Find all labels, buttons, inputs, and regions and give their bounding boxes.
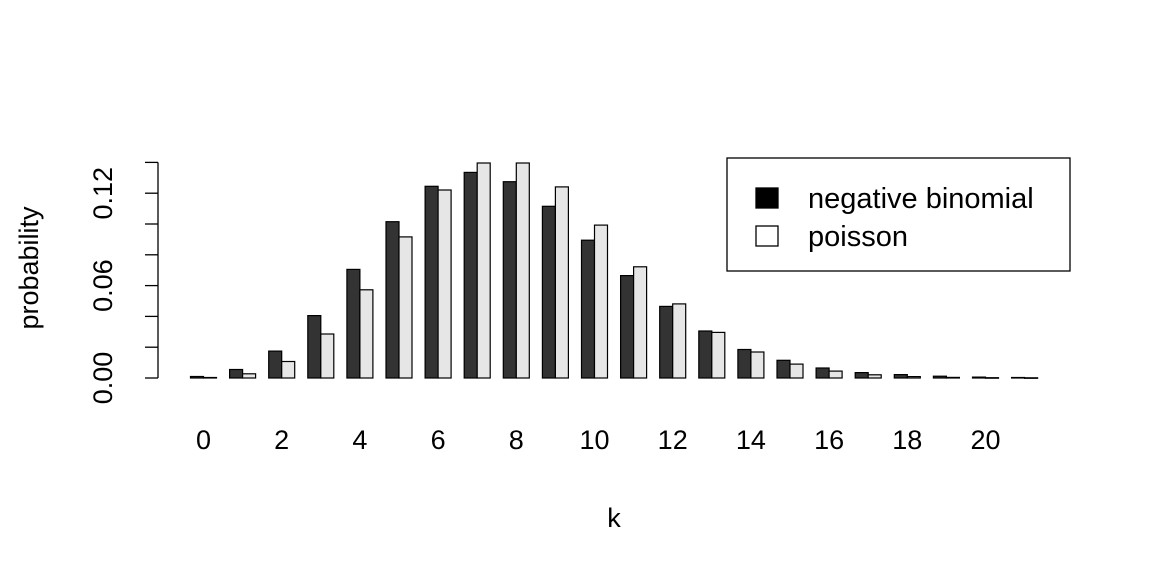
- bar-negative-binomial-k18: [893, 374, 908, 379]
- bar-poisson-k18: [906, 376, 921, 379]
- legend-label-negative-binomial: negative binomial: [808, 183, 1034, 215]
- bar-poisson-k2: [281, 360, 296, 379]
- bar-poisson-k3: [320, 333, 335, 379]
- bar-negative-binomial-k6: [424, 185, 439, 379]
- x-tick-label: 4: [352, 425, 367, 455]
- bar-negative-binomial-k17: [854, 372, 869, 379]
- x-tick-label: 6: [431, 425, 446, 455]
- x-tick-label: 8: [509, 425, 524, 455]
- bar-negative-binomial-k3: [307, 315, 322, 379]
- bar-poisson-k6: [437, 189, 452, 379]
- y-axis-label: probability: [14, 206, 44, 330]
- bar-poisson-k21: [1023, 377, 1039, 379]
- bar-poisson-k5: [398, 236, 413, 379]
- bar-negative-binomial-k14: [737, 348, 752, 379]
- x-tick-label: 20: [970, 425, 1000, 455]
- legend-swatch-negative-binomial: [755, 187, 779, 209]
- bar-negative-binomial-k13: [698, 330, 713, 379]
- bar-negative-binomial-k15: [776, 359, 791, 379]
- bar-negative-binomial-k20: [971, 376, 987, 379]
- bar-poisson-k19: [945, 376, 961, 379]
- x-tick-label: 14: [736, 425, 766, 455]
- bar-negative-binomial-k5: [385, 221, 400, 379]
- bar-poisson-k12: [672, 303, 687, 379]
- legend-swatch-poisson: [755, 225, 779, 247]
- bar-negative-binomial-k10: [580, 239, 596, 379]
- bar-negative-binomial-k1: [229, 368, 244, 379]
- bar-negative-binomial-k19: [932, 375, 948, 379]
- x-tick-label: 12: [658, 425, 688, 455]
- bar-poisson-k8: [515, 162, 530, 379]
- bar-poisson-k10: [593, 224, 609, 379]
- bar-negative-binomial-k7: [463, 171, 478, 379]
- bar-negative-binomial-k4: [346, 268, 361, 379]
- x-tick-label: 10: [579, 425, 609, 455]
- bar-poisson-k1: [242, 373, 257, 379]
- bar-poisson-k14: [750, 351, 765, 379]
- x-tick-label: 16: [814, 425, 844, 455]
- bar-poisson-k20: [984, 377, 1000, 379]
- bar-negative-binomial-k0: [189, 375, 205, 379]
- bar-poisson-k11: [632, 266, 648, 379]
- x-tick-label: 18: [892, 425, 922, 455]
- legend: negative binomial poisson: [726, 157, 1071, 272]
- bar-poisson-k15: [789, 363, 804, 379]
- y-tick-label: 0.12: [88, 167, 118, 220]
- bar-poisson-k0: [202, 376, 218, 379]
- bars-group: [189, 162, 1039, 379]
- bar-poisson-k9: [554, 186, 570, 379]
- bar-negative-binomial-k12: [659, 305, 674, 379]
- bar-negative-binomial-k21: [1010, 376, 1026, 379]
- bar-poisson-k13: [711, 331, 726, 379]
- x-axis-label: k: [607, 503, 621, 533]
- legend-box: [726, 157, 1071, 272]
- bar-negative-binomial-k16: [815, 367, 830, 379]
- bar-poisson-k4: [359, 289, 374, 379]
- bar-poisson-k17: [867, 374, 882, 379]
- x-axis: 0 2 4 6 8 10 12 14 16 18 20: [196, 425, 1001, 455]
- y-axis: 0.00 0.06 0.12: [88, 161, 159, 405]
- bar-negative-binomial-k8: [502, 181, 517, 379]
- y-tick-label: 0.06: [88, 259, 118, 312]
- bar-negative-binomial-k9: [541, 205, 557, 379]
- x-tick-label: 0: [196, 425, 211, 455]
- legend-label-poisson: poisson: [808, 221, 908, 253]
- bar-poisson-k16: [828, 370, 843, 379]
- y-tick-label: 0.00: [88, 352, 118, 405]
- bar-negative-binomial-k2: [268, 350, 283, 379]
- bar-negative-binomial-k11: [619, 275, 635, 379]
- x-tick-label: 2: [274, 425, 289, 455]
- bar-poisson-k7: [476, 162, 491, 379]
